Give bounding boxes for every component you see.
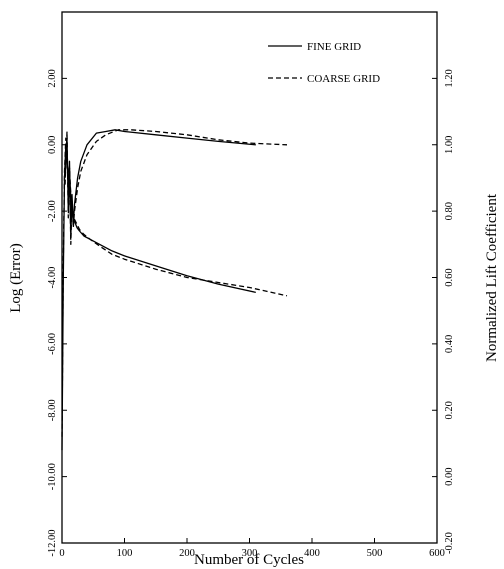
right-y-tick-label: 0.00 <box>444 467 455 485</box>
plot-frame <box>61 11 438 544</box>
x-tick-label: 0 <box>59 548 64 559</box>
legend: FINE GRID COARSE GRID <box>268 41 380 85</box>
series-coarse-grid-residual-line <box>61 137 288 437</box>
series-fine-grid-residual-line <box>61 144 256 451</box>
x-tick-label: 300 <box>242 548 258 559</box>
left-y-tick-label: -10.00 <box>47 463 58 490</box>
right-y-tick-label: 0.40 <box>444 335 455 353</box>
x-axis-ticks: 0 100 200 300 400 500 600 <box>59 538 445 559</box>
series-lines <box>61 129 288 451</box>
right-y-tick-label: 1.20 <box>444 69 455 87</box>
right-y-tick-label: 1.00 <box>444 136 455 154</box>
right-y-axis-title: Normalized Lift Coefficient <box>484 193 500 362</box>
left-y-tick-label: -8.00 <box>47 399 58 421</box>
right-y-tick-label: 0.60 <box>444 268 455 286</box>
x-tick-label: 100 <box>117 548 133 559</box>
x-tick-label: 400 <box>304 548 320 559</box>
legend-coarse-grid-label: COARSE GRID <box>307 73 380 85</box>
right-y-axis-ticks: 1.20 1.00 0.80 0.60 0.40 0.20 0.00 -0.20 <box>432 69 455 554</box>
x-tick-label: 500 <box>367 548 383 559</box>
left-y-tick-label: -2.00 <box>47 200 58 222</box>
x-axis-title: Number of Cycles <box>194 552 304 568</box>
left-y-axis-ticks: 2.00 0.00 -2.00 -4.00 -6.00 -8.00 -10.00 -12.00 <box>47 69 67 557</box>
x-tick-label: 200 <box>179 548 195 559</box>
x-tick-label: 600 <box>429 548 445 559</box>
left-y-tick-label: -6.00 <box>47 333 58 355</box>
left-y-tick-label: -4.00 <box>47 267 58 289</box>
left-y-tick-label: 2.00 <box>47 69 58 87</box>
legend-fine-grid-label: FINE GRID <box>307 41 361 53</box>
left-y-tick-label: 0.00 <box>47 136 58 154</box>
left-y-axis-title: Log (Error) <box>8 243 24 313</box>
series-fine-grid-lift-line <box>64 129 256 239</box>
left-y-tick-label: -12.00 <box>47 529 58 556</box>
series-coarse-grid-lift-line <box>64 129 288 245</box>
right-y-tick-label: 0.80 <box>444 202 455 220</box>
right-y-tick-label: -0.20 <box>444 532 455 554</box>
right-y-tick-label: 0.20 <box>444 401 455 419</box>
